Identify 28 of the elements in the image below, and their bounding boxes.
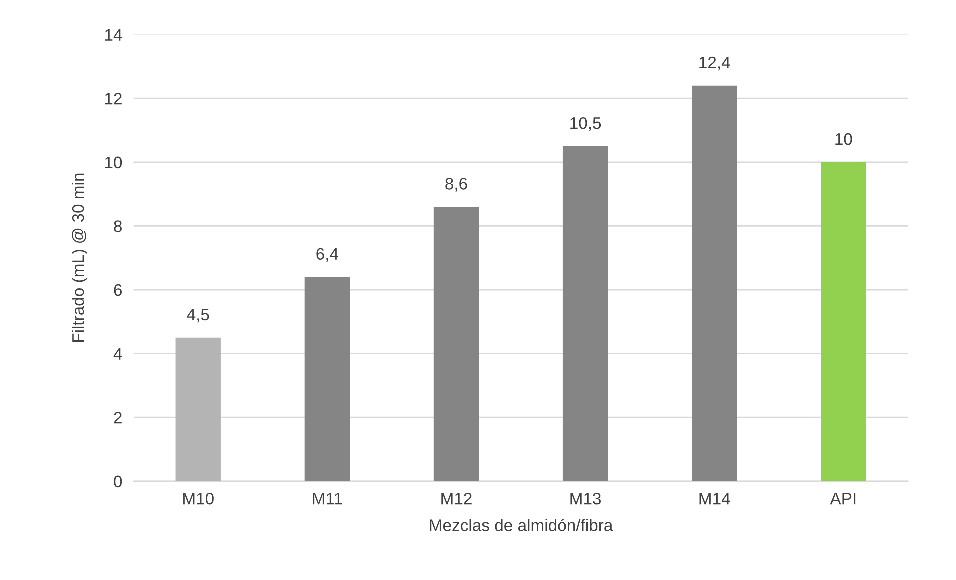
y-tick-label: 6 — [114, 284, 122, 296]
x-tick-label: M11 — [313, 493, 342, 505]
y-tick-label: 4 — [114, 348, 122, 360]
data-label: 8,6 — [446, 178, 468, 192]
bar — [562, 146, 608, 482]
x-tick-label: M13 — [570, 492, 602, 505]
bar — [434, 207, 480, 482]
bar — [176, 338, 221, 482]
data-label: 12,4 — [700, 56, 730, 71]
bar — [304, 277, 350, 482]
bar — [692, 86, 738, 482]
y-tick-label: 0 — [114, 476, 122, 488]
y-tick-label: 2 — [114, 412, 122, 424]
y-tick-label: 8 — [114, 220, 122, 232]
x-tick-label: API — [830, 493, 856, 505]
y-tick-label: 12 — [105, 93, 122, 105]
x-tick-label: M12 — [442, 492, 472, 505]
y-tick-label: 14 — [105, 29, 122, 41]
x-tick-label: M10 — [184, 492, 214, 505]
data-label: 10 — [836, 133, 852, 146]
x-tick-label: M14 — [700, 493, 730, 505]
x-axis-title: Mezclas de almidón/fibra — [430, 518, 614, 532]
data-label: 10,5 — [570, 117, 602, 132]
y-axis-title: Filtrado (mL) @ 30 min — [72, 174, 88, 342]
y-tick-label: 10 — [105, 156, 122, 169]
bar — [821, 162, 866, 482]
data-label: 6,4 — [316, 248, 339, 262]
data-label: 4,5 — [187, 309, 210, 323]
